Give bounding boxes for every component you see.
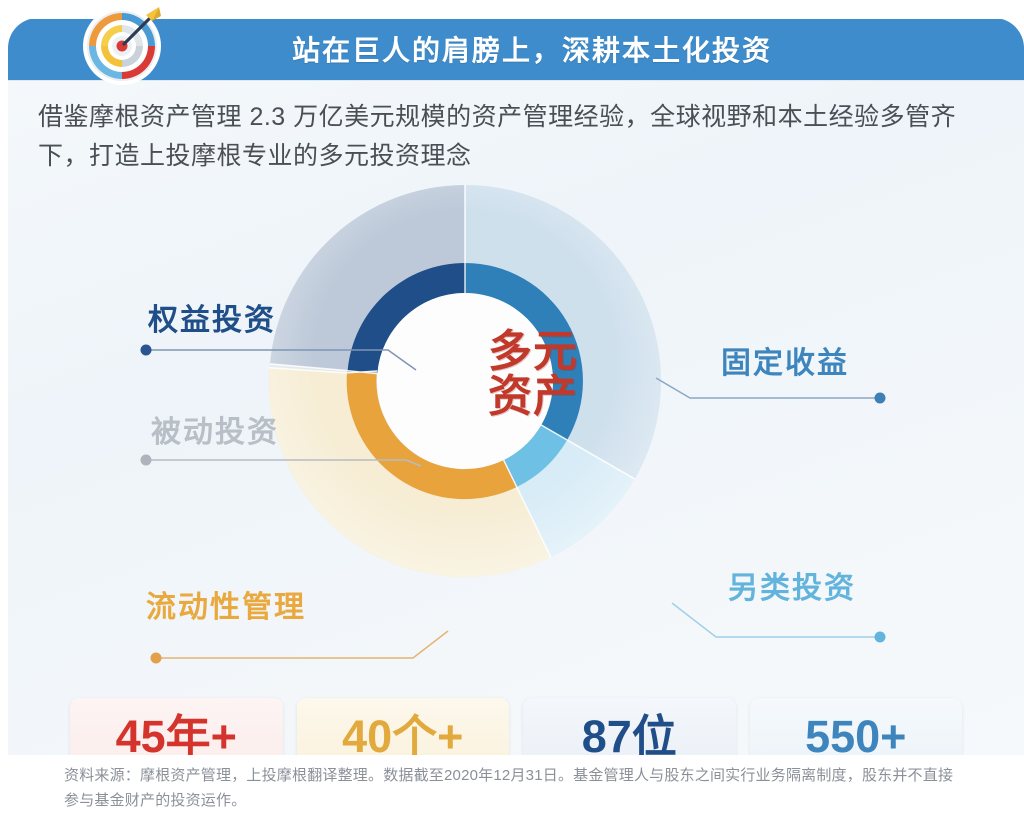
stat-number-countries: 40个+ <box>342 711 464 755</box>
target-bullseye-icon <box>80 2 164 86</box>
center-label-line1: 多元 <box>488 327 578 376</box>
donut-chart-region: 多元 资产 <box>8 185 1024 664</box>
donut-chart <box>268 185 661 578</box>
stat-number-experts: 87位 <box>581 711 677 755</box>
lede-paragraph: 借鉴摩根资产管理 2.3 万亿美元规模的资产管理经验，全球视野和本土经验多管齐下… <box>38 103 957 170</box>
stat-number-strategies: 550+ <box>805 711 907 755</box>
donut-center-label: 多元 资产 <box>463 327 603 421</box>
stat-card-experts: 87位 多元资产投资专家 <box>523 698 736 755</box>
stats-row: 45年+ 管理多元资产策略经验 40个+ 国家和地区 87位 多元资产投资专家 … <box>8 698 1024 755</box>
chart-label-liquidity: 流动性管理 <box>146 591 306 624</box>
leader-line-alternative <box>608 595 908 655</box>
footer-disclaimer: 资料来源：摩根资产管理，上投摩根翻译整理。数据截至2020年12月31日。基金管… <box>8 758 1024 821</box>
stat-number-years: 45年+ <box>115 711 237 755</box>
stat-card-strategies: 550+ 股票、债券及另类投资策略 <box>749 698 962 755</box>
leader-line-passive <box>138 450 438 480</box>
top-white-strip <box>0 0 1024 19</box>
chart-label-equity: 权益投资 <box>148 304 276 337</box>
chart-label-alternative: 另类投资 <box>728 572 856 605</box>
leader-line-equity <box>138 335 438 375</box>
header-bar <box>8 18 1024 80</box>
leader-line-liquidity <box>148 625 468 675</box>
chart-label-passive: 被动投资 <box>151 416 279 449</box>
leader-line-fixed-income <box>628 370 898 415</box>
chart-label-fixed-income: 固定收益 <box>721 347 849 380</box>
main-panel: 借鉴摩根资产管理 2.3 万亿美元规模的资产管理经验，全球视野和本土经验多管齐下… <box>8 80 1024 755</box>
stat-card-countries: 40个+ 国家和地区 <box>296 698 509 755</box>
center-label-line2: 资产 <box>488 371 578 421</box>
stat-card-years: 45年+ 管理多元资产策略经验 <box>70 698 283 755</box>
page-title: 站在巨人的肩膀上，深耕本土化投资 <box>291 35 772 66</box>
